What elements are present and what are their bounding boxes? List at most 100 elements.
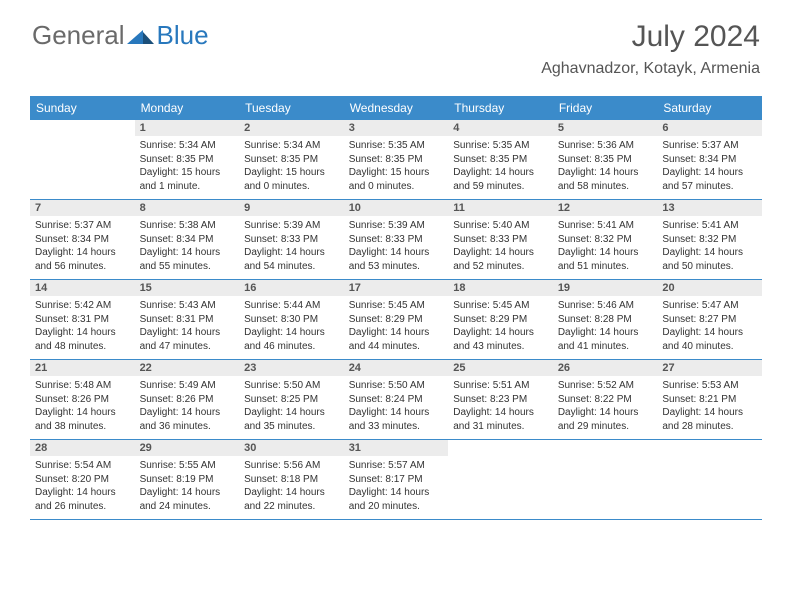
daylight-line: Daylight: 14 hours and 57 minutes. (662, 167, 743, 192)
day-number: 23 (239, 360, 344, 376)
day-details: Sunrise: 5:48 AM Sunset: 8:26 PM Daylight:… (30, 376, 135, 439)
sunset-line: Sunset: 8:26 PM (35, 394, 109, 405)
sunrise-line: Sunrise: 5:34 AM (140, 140, 216, 151)
sunset-line: Sunset: 8:29 PM (453, 314, 527, 325)
day-cell: 24Sunrise: 5:50 AMSunset: 8:24 PMDayligh… (344, 360, 449, 440)
sunrise-line: Sunrise: 5:43 AM (140, 300, 216, 311)
weekday-header: Monday (135, 96, 240, 120)
sunrise-line: Sunrise: 5:41 AM (662, 220, 738, 231)
title-block: July 2024 Aghavnadzor, Kotayk, Armenia (541, 20, 760, 78)
day-number: 1 (135, 120, 240, 136)
sunset-line: Sunset: 8:35 PM (453, 154, 527, 165)
sunrise-line: Sunrise: 5:35 AM (453, 140, 529, 151)
sunrise-line: Sunrise: 5:55 AM (140, 460, 216, 471)
sunset-line: Sunset: 8:35 PM (244, 154, 318, 165)
day-details: Sunrise: 5:49 AMSunset: 8:26 PMDaylight:… (135, 376, 240, 439)
day-number: 19 (553, 280, 658, 296)
day-details: Sunrise: 5:41 AMSunset: 8:32 PMDaylight:… (553, 216, 658, 279)
daylight-line: Daylight: 14 hours and 36 minutes. (140, 407, 221, 432)
sunrise-line: Sunrise: 5:48 AM (35, 380, 111, 391)
day-details: Sunrise: 5:45 AMSunset: 8:29 PMDaylight:… (344, 296, 449, 359)
daylight-line: Daylight: 14 hours and 43 minutes. (453, 327, 534, 352)
day-cell: 2Sunrise: 5:34 AMSunset: 8:35 PMDaylight… (239, 120, 344, 200)
daylight-line: Daylight: 14 hours and 20 minutes. (349, 487, 430, 512)
sunrise-line: Sunrise: 5:54 AM (35, 460, 111, 471)
sunrise-line: Sunrise: 5:53 AM (662, 380, 738, 391)
sunrise-line: Sunrise: 5:40 AM (453, 220, 529, 231)
day-details: Sunrise: 5:43 AMSunset: 8:31 PMDaylight:… (135, 296, 240, 359)
sunset-line: Sunset: 8:27 PM (662, 314, 736, 325)
daylight-line: Daylight: 14 hours and 46 minutes. (244, 327, 325, 352)
calendar-head: SundayMondayTuesdayWednesdayThursdayFrid… (30, 96, 762, 120)
weekday-header: Thursday (448, 96, 553, 120)
weekday-header: Friday (553, 96, 658, 120)
daylight-line: Daylight: 14 hours and 59 minutes. (453, 167, 534, 192)
location: Aghavnadzor, Kotayk, Armenia (541, 60, 760, 78)
calendar-table: SundayMondayTuesdayWednesdayThursdayFrid… (30, 96, 762, 520)
day-details: Sunrise: 5:34 AMSunset: 8:35 PMDaylight:… (239, 136, 344, 199)
sunset-line: Sunset: 8:32 PM (558, 234, 632, 245)
day-cell: 7Sunrise: 5:37 AMSunset: 8:34 PMDaylight… (30, 200, 135, 280)
sunrise-line: Sunrise: 5:37 AM (662, 140, 738, 151)
day-details: Sunrise: 5:54 AMSunset: 8:20 PMDaylight:… (30, 456, 135, 519)
empty-cell (448, 440, 553, 520)
day-cell: 15Sunrise: 5:43 AMSunset: 8:31 PMDayligh… (135, 280, 240, 360)
day-number: 27 (657, 360, 762, 376)
sunrise-line: Sunrise: 5:57 AM (349, 460, 425, 471)
day-details: Sunrise: 5:42 AMSunset: 8:31 PMDaylight:… (30, 296, 135, 359)
day-details: Sunrise: 5:46 AMSunset: 8:28 PMDaylight:… (553, 296, 658, 359)
sunrise-line: Sunrise: 5:52 AM (558, 380, 634, 391)
day-details: Sunrise: 5:35 AM Sunset: 8:35 PM Daylight:… (448, 136, 553, 199)
logo-text-general: General (32, 20, 125, 51)
daylight-line: Daylight: 14 hours and 54 minutes. (244, 247, 325, 272)
day-cell: 25Sunrise: 5:51 AMSunset: 8:23 PMDayligh… (448, 360, 553, 440)
daylight-line: Daylight: 14 hours and 41 minutes. (558, 327, 639, 352)
day-cell: 17Sunrise: 5:45 AMSunset: 8:29 PMDayligh… (344, 280, 449, 360)
day-number: 16 (239, 280, 344, 296)
daylight-line: Daylight: 14 hours and 40 minutes. (662, 327, 743, 352)
day-cell: 12Sunrise: 5:41 AMSunset: 8:32 PMDayligh… (553, 200, 658, 280)
sunset-line: Sunset: 8:18 PM (244, 474, 318, 485)
sunset-line: Sunset: 8:25 PM (244, 394, 318, 405)
day-number: 10 (344, 200, 449, 216)
day-details: Sunrise: 5:47 AMSunset: 8:27 PMDaylight:… (657, 296, 762, 359)
day-details: Sunrise: 5:44 AMSunset: 8:30 PMDaylight:… (239, 296, 344, 359)
sunrise-line: Sunrise: 5:39 AM (244, 220, 320, 231)
daylight-line: Daylight: 14 hours and 31 minutes. (453, 407, 534, 432)
logo: General Blue (32, 20, 209, 51)
sunrise-line: Sunrise: 5:42 AM (35, 300, 111, 311)
day-cell: 20Sunrise: 5:47 AMSunset: 8:27 PMDayligh… (657, 280, 762, 360)
day-details: Sunrise: 5:56 AMSunset: 8:18 PMDaylight:… (239, 456, 344, 519)
daylight-line: Daylight: 14 hours and 51 minutes. (558, 247, 639, 272)
sunrise-line: Sunrise: 5:35 AM (349, 140, 425, 151)
day-cell: 5Sunrise: 5:36 AMSunset: 8:35 PMDaylight… (553, 120, 658, 200)
daylight-line: Daylight: 15 hours and 0 minutes. (244, 167, 325, 192)
sunset-line: Sunset: 8:34 PM (35, 234, 109, 245)
sunset-line: Sunset: 8:24 PM (349, 394, 423, 405)
sunset-line: Sunset: 8:35 PM (349, 154, 423, 165)
day-number: 28 (30, 440, 135, 456)
day-details: Sunrise: 5:41 AMSunset: 8:32 PMDaylight:… (657, 216, 762, 279)
sunrise-line: Sunrise: 5:49 AM (140, 380, 216, 391)
sunset-line: Sunset: 8:21 PM (662, 394, 736, 405)
daylight-line: Daylight: 14 hours and 38 minutes. (35, 407, 116, 432)
day-details: Sunrise: 5:45 AMSunset: 8:29 PMDaylight:… (448, 296, 553, 359)
daylight-line: Daylight: 14 hours and 22 minutes. (244, 487, 325, 512)
day-cell: 11Sunrise: 5:40 AMSunset: 8:33 PMDayligh… (448, 200, 553, 280)
day-cell: 16Sunrise: 5:44 AMSunset: 8:30 PMDayligh… (239, 280, 344, 360)
daylight-line: Daylight: 14 hours and 55 minutes. (140, 247, 221, 272)
daylight-line: Daylight: 14 hours and 52 minutes. (453, 247, 534, 272)
month-title: July 2024 (541, 20, 760, 54)
day-cell: 8Sunrise: 5:38 AMSunset: 8:34 PMDaylight… (135, 200, 240, 280)
weekday-header: Sunday (30, 96, 135, 120)
day-details: Sunrise: 5:53 AMSunset: 8:21 PMDaylight:… (657, 376, 762, 439)
sunset-line: Sunset: 8:31 PM (140, 314, 214, 325)
weekday-header: Wednesday (344, 96, 449, 120)
day-details: Sunrise: 5:36 AMSunset: 8:35 PMDaylight:… (553, 136, 658, 199)
day-cell: 28Sunrise: 5:54 AMSunset: 8:20 PMDayligh… (30, 440, 135, 520)
weekday-header: Tuesday (239, 96, 344, 120)
day-number: 31 (344, 440, 449, 456)
day-number: 26 (553, 360, 658, 376)
day-cell: 19Sunrise: 5:46 AMSunset: 8:28 PMDayligh… (553, 280, 658, 360)
day-details: Sunrise: 5:52 AMSunset: 8:22 PMDaylight:… (553, 376, 658, 439)
